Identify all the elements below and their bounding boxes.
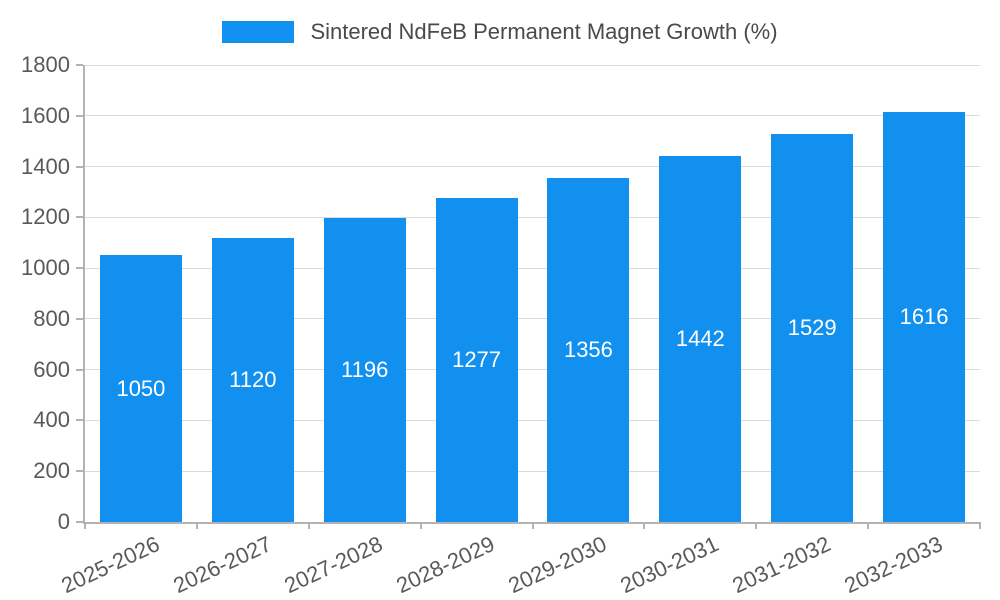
bar-value-label: 1616	[899, 303, 949, 329]
legend-label: Sintered NdFeB Permanent Magnet Growth (…	[310, 19, 778, 44]
y-axis-label: 1400	[21, 153, 70, 179]
bar: 1196	[323, 218, 406, 522]
x-tick-mark	[979, 522, 981, 529]
x-tick-mark	[84, 522, 86, 529]
y-axis-label: 1200	[21, 204, 70, 230]
x-tick-mark	[419, 522, 422, 529]
plot-area: 1050 1120 1196 1277 1356 1442 1529 1616	[85, 64, 980, 522]
y-axis-label: 0	[57, 509, 70, 534]
y-tick-mark	[76, 64, 83, 66]
x-tick-mark	[643, 522, 646, 529]
bar-value-label: 1442	[675, 325, 725, 351]
bar-value-label: 1529	[787, 314, 837, 340]
x-tick-mark	[195, 522, 198, 529]
x-axis-label: 2031-2032	[728, 531, 835, 599]
bar: 1356	[547, 177, 630, 522]
x-axis-label: 2032-2033	[840, 531, 947, 599]
x-tick-mark	[755, 522, 758, 529]
gridline	[85, 318, 980, 320]
bar-value-label: 1050	[116, 375, 166, 401]
x-axis-label: 2027-2028	[280, 531, 387, 599]
gridline	[85, 267, 980, 269]
y-axis-label: 1600	[21, 102, 70, 128]
x-axis-label: 2026-2027	[169, 531, 275, 599]
bar-value-label: 1356	[563, 336, 613, 362]
gridline	[85, 64, 980, 66]
y-axis-label: 200	[33, 458, 70, 484]
y-axis-label: 800	[33, 305, 70, 331]
bar-value-label: 1196	[341, 357, 389, 383]
y-tick-mark	[76, 521, 83, 523]
x-axis-label: 2030-2031	[616, 531, 723, 599]
x-tick-mark	[307, 522, 310, 529]
y-axis-label: 600	[33, 356, 70, 382]
x-axis-label: 2025-2026	[57, 531, 164, 599]
y-tick-mark	[76, 317, 83, 320]
x-tick-mark	[867, 522, 870, 529]
y-tick-mark	[76, 114, 83, 117]
bar-value-label: 1277	[452, 346, 502, 372]
gridline	[85, 115, 980, 117]
gridline	[85, 369, 980, 371]
y-axis-label: 1000	[21, 255, 70, 281]
bar: 1616	[883, 111, 966, 522]
y-tick-mark	[76, 165, 83, 168]
y-tick-mark	[76, 419, 83, 422]
gridline	[85, 216, 980, 218]
bar: 1120	[211, 237, 294, 522]
y-axis-label: 400	[33, 407, 70, 433]
bar: 1050	[99, 255, 182, 522]
x-axis-label: 2029-2030	[504, 531, 611, 599]
bar-value-label: 1120	[229, 366, 277, 392]
y-tick-mark	[76, 216, 83, 219]
bar: 1277	[435, 197, 518, 522]
gridline	[85, 166, 980, 168]
y-axis-label: 1800	[21, 52, 70, 77]
gridline	[85, 470, 980, 472]
y-tick-mark	[76, 470, 83, 473]
chart-legend[interactable]: Sintered NdFeB Permanent Magnet Growth (…	[0, 19, 1000, 45]
x-tick-mark	[531, 522, 534, 529]
y-tick-mark	[76, 267, 83, 270]
bar: 1529	[771, 133, 854, 522]
bar: 1442	[659, 155, 742, 522]
x-axis-line	[83, 522, 980, 524]
y-axis-line	[83, 65, 85, 524]
y-tick-mark	[76, 368, 83, 371]
x-axis-label: 2028-2029	[392, 531, 499, 599]
gridline	[85, 419, 980, 421]
legend-swatch	[222, 21, 295, 43]
